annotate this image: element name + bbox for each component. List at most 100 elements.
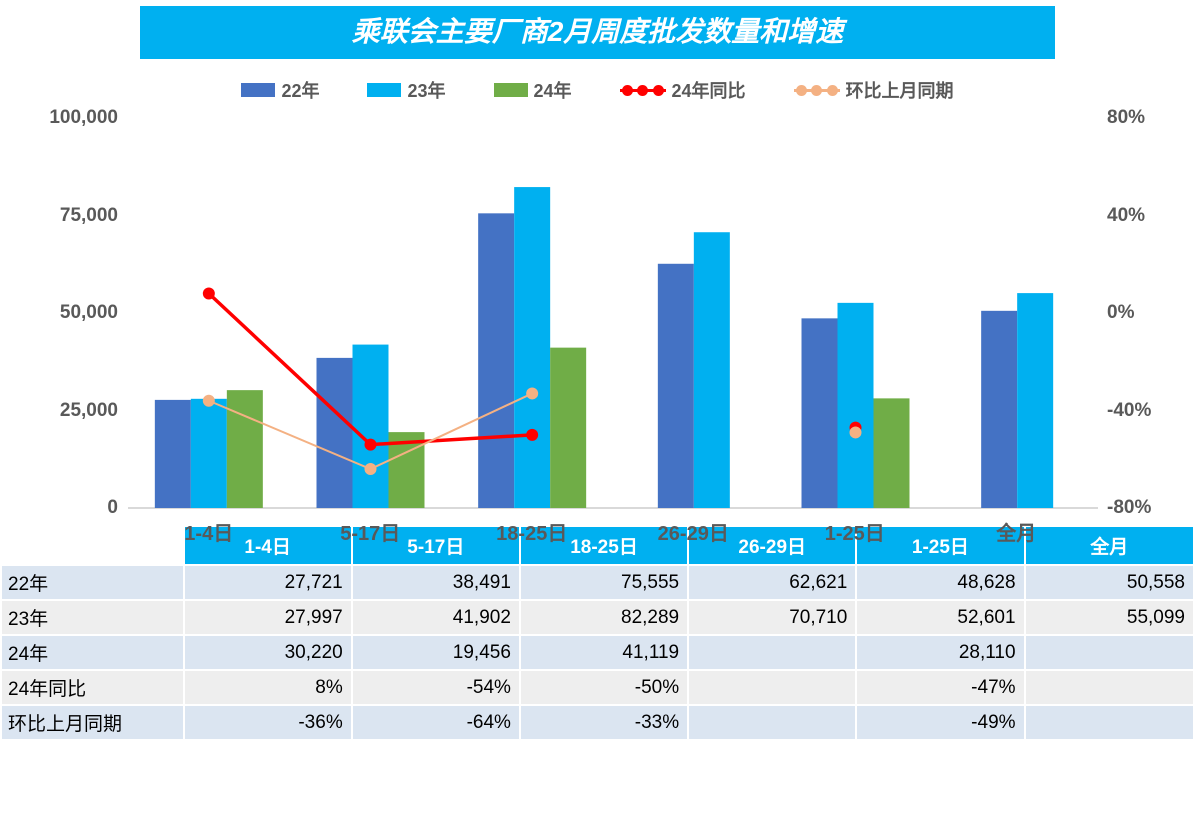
data-table: 1-4日5-17日18-25日26-29日1-25日全月22年27,72138,… — [0, 527, 1195, 739]
x-axis-categories: 1-4日5-17日18-25日26-29日1-25日全月 — [128, 517, 1097, 546]
table-cell — [688, 670, 856, 705]
legend-label: 23年 — [407, 77, 445, 103]
bar — [694, 232, 730, 508]
table-row: 23年27,99741,90282,28970,71052,60155,099 — [1, 600, 1194, 635]
table-row-header: 24年 — [1, 635, 184, 670]
legend-label: 24年同比 — [672, 77, 746, 103]
table-cell: -64% — [352, 705, 520, 739]
bar — [838, 303, 874, 508]
y-tick-right: 80% — [1107, 107, 1177, 129]
bar — [981, 311, 1017, 508]
y-tick-left: 75,000 — [18, 205, 118, 227]
table-cell: 70,710 — [688, 600, 856, 635]
y-tick-left: 0 — [18, 497, 118, 519]
line-marker — [526, 388, 538, 400]
legend-item: 23年 — [367, 77, 445, 103]
table-row-header: 22年 — [1, 565, 184, 600]
table-row-header: 24年同比 — [1, 670, 184, 705]
bar — [874, 399, 910, 509]
y-axis-left: 025,00050,00075,000100,000 — [18, 113, 118, 513]
y-tick-left: 25,000 — [18, 400, 118, 422]
legend-label: 24年 — [534, 77, 572, 103]
legend-item: 24年同比 — [620, 77, 746, 103]
line-marker — [365, 463, 377, 475]
table-cell: -47% — [856, 670, 1024, 705]
table-cell — [688, 705, 856, 739]
bar — [802, 319, 838, 509]
bar — [550, 348, 586, 508]
line-marker — [203, 395, 215, 407]
table-row: 24年同比8%-54%-50% -47% — [1, 670, 1194, 705]
y-tick-right: 40% — [1107, 205, 1177, 227]
bar — [514, 187, 550, 508]
table-cell: 8% — [184, 670, 352, 705]
line-marker — [526, 429, 538, 441]
legend-swatch-bar — [367, 83, 401, 97]
legend-item: 22年 — [241, 77, 319, 103]
bar — [658, 264, 694, 508]
legend-label: 环比上月同期 — [846, 77, 954, 103]
bar — [227, 390, 263, 508]
table-row-header: 环比上月同期 — [1, 705, 184, 739]
table-cell: 55,099 — [1025, 600, 1194, 635]
table-cell: -49% — [856, 705, 1024, 739]
bar — [191, 399, 227, 508]
line-marker — [203, 288, 215, 300]
legend-swatch-bar — [241, 83, 275, 97]
bar — [353, 345, 389, 508]
table-cell: -54% — [352, 670, 520, 705]
y-tick-left: 50,000 — [18, 302, 118, 324]
y-tick-right: -80% — [1107, 497, 1177, 519]
table-cell: 30,220 — [184, 635, 352, 670]
table-cell: 82,289 — [520, 600, 688, 635]
table-cell: 38,491 — [352, 565, 520, 600]
x-category-label: 全月 — [936, 517, 1098, 546]
legend-swatch-line — [794, 83, 840, 97]
x-category-label: 5-17日 — [290, 517, 452, 546]
table-row: 22年27,72138,49175,55562,62148,62850,558 — [1, 565, 1194, 600]
bar — [155, 400, 191, 508]
line-marker — [850, 427, 862, 439]
table-cell: 41,119 — [520, 635, 688, 670]
x-category-label: 1-25日 — [774, 517, 936, 546]
bar — [317, 358, 353, 508]
table-cell: 75,555 — [520, 565, 688, 600]
table-cell — [1025, 705, 1194, 739]
table-cell: 41,902 — [352, 600, 520, 635]
legend-swatch-line — [620, 83, 666, 97]
table-cell: 28,110 — [856, 635, 1024, 670]
line-marker — [365, 439, 377, 451]
x-category-label: 26-29日 — [613, 517, 775, 546]
chart-title: 乘联会主要厂商2月周度批发数量和增速 — [140, 6, 1055, 59]
x-category-label: 1-4日 — [128, 517, 290, 546]
chart-svg — [18, 113, 1178, 513]
table-cell: 50,558 — [1025, 565, 1194, 600]
y-tick-right: -40% — [1107, 400, 1177, 422]
chart-area: 025,00050,00075,000100,000 -80%-40%0%40%… — [18, 113, 1177, 513]
table-cell: 52,601 — [856, 600, 1024, 635]
y-tick-right: 0% — [1107, 302, 1177, 324]
table-cell: -33% — [520, 705, 688, 739]
table-cell: 62,621 — [688, 565, 856, 600]
table-row: 24年30,22019,45641,119 28,110 — [1, 635, 1194, 670]
legend-item: 24年 — [494, 77, 572, 103]
table-cell — [688, 635, 856, 670]
table-cell: 48,628 — [856, 565, 1024, 600]
table-cell — [1025, 635, 1194, 670]
bar — [1017, 293, 1053, 508]
table-cell: -50% — [520, 670, 688, 705]
legend-swatch-bar — [494, 83, 528, 97]
table-cell: 27,997 — [184, 600, 352, 635]
chart-legend: 22年 23年 24年 24年同比 环比上月同期 — [0, 65, 1195, 113]
y-axis-right: -80%-40%0%40%80% — [1107, 113, 1177, 513]
table-row: 环比上月同期-36%-64%-33% -49% — [1, 705, 1194, 739]
bar — [478, 214, 514, 509]
table-cell: 27,721 — [184, 565, 352, 600]
table-row-header: 23年 — [1, 600, 184, 635]
legend-label: 22年 — [281, 77, 319, 103]
table-cell — [1025, 670, 1194, 705]
table-cell: 19,456 — [352, 635, 520, 670]
y-tick-left: 100,000 — [18, 107, 118, 129]
legend-item: 环比上月同期 — [794, 77, 954, 103]
table-cell: -36% — [184, 705, 352, 739]
